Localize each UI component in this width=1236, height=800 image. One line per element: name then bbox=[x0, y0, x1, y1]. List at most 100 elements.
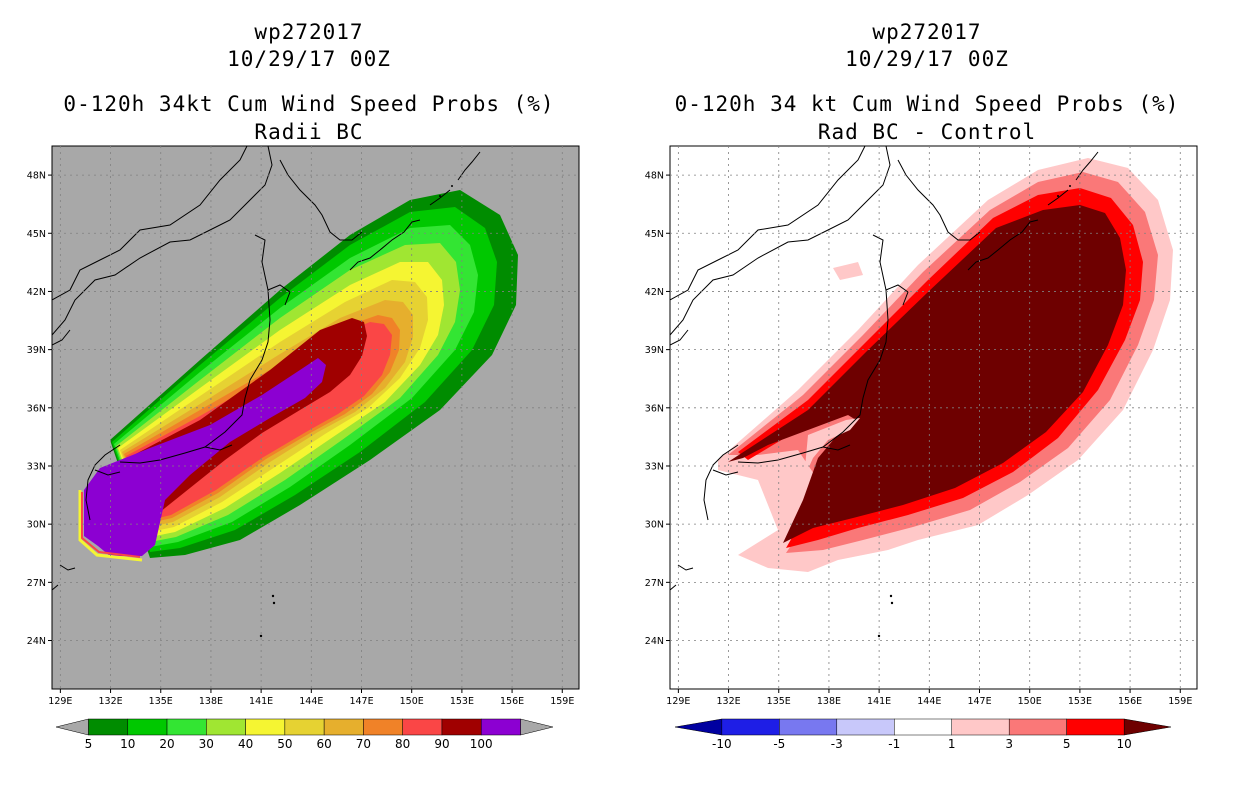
left-date: 10/29/17 00Z bbox=[227, 47, 391, 71]
left-colorbar: 5 10 20 30 40 50 60 70 80 90 100 bbox=[55, 718, 554, 751]
left-colorbar-label: 50 bbox=[277, 737, 292, 751]
band-pos-10 bbox=[728, 205, 1126, 543]
left-tick-label-y: 45N bbox=[27, 229, 46, 240]
left-colorbar-label: 80 bbox=[395, 737, 410, 751]
left-colorbar-high-end bbox=[520, 718, 554, 736]
right-tick-label-x: 135E bbox=[767, 696, 791, 707]
right-colorbar-swatch bbox=[894, 718, 952, 736]
right-colorbar-label: -1 bbox=[888, 737, 900, 751]
right-tick-label-y: 24N bbox=[645, 636, 664, 647]
left-colorbar-swatch bbox=[441, 718, 482, 736]
right-date: 10/29/17 00Z bbox=[845, 47, 1009, 71]
left-tick-label-x: 141E bbox=[249, 696, 273, 707]
right-tick-label-x: 159E bbox=[1168, 696, 1192, 707]
left-tick-label-x: 150E bbox=[400, 696, 424, 707]
right-colorbar-swatch bbox=[1008, 718, 1067, 736]
left-colorbar-swatch bbox=[88, 718, 129, 736]
right-colorbar-label: 10 bbox=[1117, 737, 1132, 751]
left-tick-label-x: 159E bbox=[550, 696, 574, 707]
left-panel: wp272017 10/29/17 00Z 0-120h 34kt Cum Wi… bbox=[27, 20, 580, 751]
right-colorbar-label: -10 bbox=[712, 737, 732, 751]
left-tick-label-x: 135E bbox=[149, 696, 173, 707]
left-colorbar-label: 5 bbox=[85, 737, 93, 751]
right-tick-label-x: 132E bbox=[716, 696, 740, 707]
left-axis-ticks: 129E 132E 135E 138E 141E 144E 147E 150E 153E 156E… bbox=[27, 146, 579, 707]
left-tick-label-y: 48N bbox=[27, 171, 46, 182]
left-colorbar-label: 40 bbox=[238, 737, 253, 751]
right-tick-label-x: 150E bbox=[1018, 696, 1042, 707]
right-colorbar-swatch bbox=[951, 718, 1010, 736]
right-colorbar-label: 1 bbox=[948, 737, 956, 751]
right-title: 0-120h 34 kt Cum Wind Speed Probs (%) bbox=[674, 92, 1180, 116]
right-tick-label-x: 129E bbox=[666, 696, 690, 707]
right-colorbar-swatch bbox=[721, 718, 780, 736]
right-colorbar-low-end bbox=[674, 718, 723, 736]
left-storm-id: wp272017 bbox=[254, 20, 364, 44]
right-difference-field bbox=[670, 146, 1173, 638]
left-title: 0-120h 34kt Cum Wind Speed Probs (%) bbox=[63, 92, 555, 116]
left-colorbar-swatch bbox=[480, 718, 521, 736]
left-tick-label-x: 144E bbox=[299, 696, 323, 707]
left-tick-label-x: 138E bbox=[199, 696, 223, 707]
right-colorbar-swatch bbox=[779, 718, 838, 736]
left-tick-label-y: 39N bbox=[27, 345, 46, 356]
left-colorbar-swatch bbox=[323, 718, 364, 736]
right-coastlines bbox=[670, 146, 1099, 591]
band-100 bbox=[84, 358, 326, 556]
right-tick-label-y: 30N bbox=[645, 520, 664, 531]
left-coastlines bbox=[52, 146, 481, 591]
right-map: 129E 132E 135E 138E 141E 144E 147E 150E 153E 156E… bbox=[645, 145, 1198, 751]
left-tick-label-y: 33N bbox=[27, 461, 46, 472]
left-colorbar-label: 60 bbox=[316, 737, 331, 751]
right-tick-label-x: 141E bbox=[867, 696, 891, 707]
right-colorbar-label: -3 bbox=[831, 737, 843, 751]
left-tick-label-y: 42N bbox=[27, 287, 46, 298]
right-tick-label-y: 36N bbox=[645, 403, 664, 414]
right-tick-label-x: 138E bbox=[817, 696, 841, 707]
right-tick-label-y: 48N bbox=[645, 171, 664, 182]
right-tick-label-y: 39N bbox=[645, 345, 664, 356]
left-colorbar-label: 30 bbox=[199, 737, 214, 751]
left-colorbar-swatch bbox=[127, 718, 168, 736]
left-colorbar-swatch bbox=[206, 718, 246, 736]
right-colorbar: -10 -5 -3 -1 1 3 5 10 bbox=[674, 718, 1172, 751]
right-tick-label-y: 45N bbox=[645, 229, 664, 240]
left-tick-label-x: 147E bbox=[349, 696, 373, 707]
left-map: 129E 132E 135E 138E 141E 144E 147E 150E 153E 156E… bbox=[27, 145, 580, 751]
left-tick-label-y: 24N bbox=[27, 636, 46, 647]
right-colorbar-label: -5 bbox=[773, 737, 785, 751]
left-tick-label-x: 132E bbox=[98, 696, 122, 707]
left-colorbar-label: 70 bbox=[356, 737, 371, 751]
right-tick-label-x: 153E bbox=[1068, 696, 1092, 707]
left-colorbar-label: 90 bbox=[434, 737, 449, 751]
left-islands bbox=[259, 185, 453, 638]
left-tick-label-x: 153E bbox=[450, 696, 474, 707]
left-tick-label-x: 129E bbox=[48, 696, 72, 707]
left-colorbar-swatch bbox=[402, 718, 443, 736]
right-subtitle: Rad BC - Control bbox=[817, 120, 1037, 144]
right-colorbar-label: 5 bbox=[1063, 737, 1071, 751]
left-colorbar-label: 10 bbox=[120, 737, 135, 751]
left-tick-label-x: 156E bbox=[500, 696, 524, 707]
left-colorbar-swatch bbox=[363, 718, 403, 736]
right-colorbar-swatch bbox=[836, 718, 895, 736]
right-tick-label-x: 144E bbox=[917, 696, 941, 707]
right-islands bbox=[877, 185, 1071, 638]
right-storm-id: wp272017 bbox=[872, 20, 982, 44]
left-colorbar-label: 20 bbox=[159, 737, 174, 751]
left-colorbar-swatch bbox=[245, 718, 286, 736]
right-tick-label-y: 27N bbox=[645, 578, 664, 589]
sw-rim-inner bbox=[81, 492, 141, 558]
left-colorbar-swatch bbox=[284, 718, 325, 736]
right-colorbar-high-end bbox=[1123, 718, 1172, 736]
left-colorbar-swatch bbox=[166, 718, 207, 736]
left-tick-label-y: 36N bbox=[27, 403, 46, 414]
left-tick-label-y: 27N bbox=[27, 578, 46, 589]
left-colorbar-low-end bbox=[55, 718, 89, 736]
right-tick-label-y: 42N bbox=[645, 287, 664, 298]
right-tick-label-x: 147E bbox=[967, 696, 991, 707]
left-subtitle: Radii BC bbox=[254, 120, 364, 144]
left-colorbar-label: 100 bbox=[470, 737, 493, 751]
right-panel: wp272017 10/29/17 00Z 0-120h 34 kt Cum W… bbox=[618, 0, 1236, 800]
right-colorbar-label: 3 bbox=[1005, 737, 1013, 751]
